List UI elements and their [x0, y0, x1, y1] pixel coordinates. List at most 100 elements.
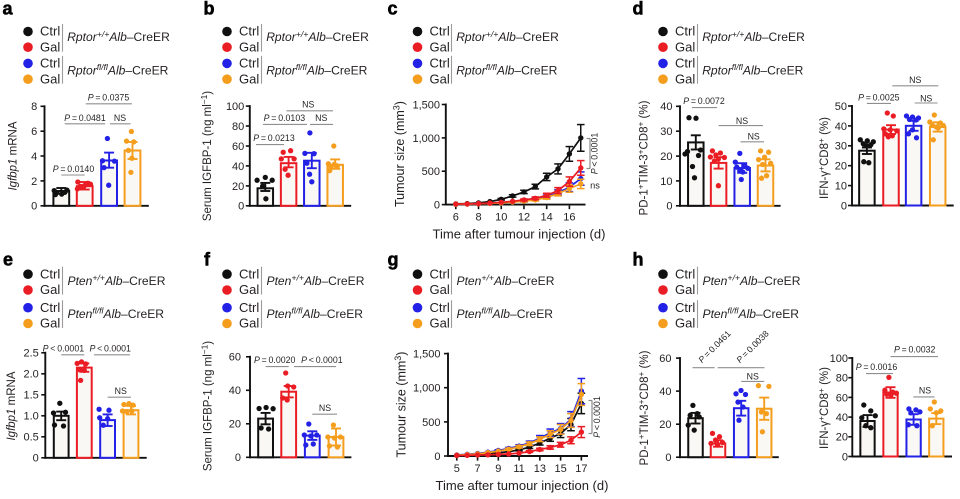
svg-text:Pten+/+Alb–CreER: Pten+/+Alb–CreER: [267, 272, 365, 287]
svg-text:b: b: [204, 0, 215, 19]
svg-text:Time after tumour injection (d: Time after tumour injection (d): [433, 227, 606, 242]
svg-text:Ctrl: Ctrl: [675, 56, 695, 71]
svg-text:Ctrl: Ctrl: [239, 300, 259, 315]
svg-text:Gal: Gal: [430, 71, 450, 86]
svg-text:Gal: Gal: [40, 39, 60, 54]
svg-text:Rptorfl/flAlb–CreER: Rptorfl/flAlb–CreER: [266, 62, 367, 77]
svg-text:Gal: Gal: [40, 282, 60, 297]
svg-text:Pten+/+Alb–CreER: Pten+/+Alb–CreER: [68, 272, 166, 287]
svg-text:50: 50: [835, 101, 847, 113]
svg-text:12: 12: [518, 212, 530, 224]
svg-text:Time after tumour injection (d: Time after tumour injection (d): [436, 478, 609, 493]
svg-text:40: 40: [836, 412, 848, 424]
svg-text:40: 40: [659, 386, 671, 398]
svg-text:Ctrl: Ctrl: [40, 56, 60, 71]
svg-text:40: 40: [229, 385, 241, 397]
svg-text:a: a: [3, 0, 14, 19]
svg-text:Ptenfl/flAlb–CreER: Ptenfl/flAlb–CreER: [267, 305, 364, 320]
svg-text:Ctrl: Ctrl: [239, 56, 259, 71]
svg-text:f: f: [204, 250, 211, 270]
svg-text:Pten+/+Alb–CreER: Pten+/+Alb–CreER: [703, 272, 801, 287]
svg-text:2.5: 2.5: [24, 348, 39, 360]
svg-text:Tumour size (mm3): Tumour size (mm3): [393, 352, 409, 458]
svg-text:Ctrl: Ctrl: [430, 24, 450, 39]
svg-text:6: 6: [31, 126, 37, 138]
svg-text:20: 20: [835, 161, 847, 173]
svg-text:Gal: Gal: [40, 71, 60, 86]
svg-text:Ctrl: Ctrl: [40, 300, 60, 315]
svg-text:P = 0.0032: P = 0.0032: [894, 345, 936, 355]
svg-text:40: 40: [835, 121, 847, 133]
svg-text:P = 0.0072: P = 0.0072: [683, 96, 725, 106]
svg-text:Ctrl: Ctrl: [675, 24, 695, 39]
svg-text:0: 0: [238, 201, 244, 213]
svg-text:500: 500: [422, 166, 440, 178]
svg-text:7: 7: [474, 463, 480, 475]
svg-text:Ctrl: Ctrl: [430, 56, 450, 71]
svg-text:P < 0.0001: P < 0.0001: [301, 355, 343, 365]
svg-text:NS: NS: [919, 386, 931, 396]
svg-text:NS: NS: [302, 100, 314, 110]
svg-text:Ctrl: Ctrl: [675, 266, 695, 281]
svg-text:13: 13: [534, 463, 546, 475]
svg-text:2: 2: [31, 176, 37, 188]
svg-text:60: 60: [229, 352, 241, 364]
svg-text:60: 60: [836, 392, 848, 404]
svg-text:4: 4: [31, 151, 37, 163]
svg-text:0: 0: [235, 452, 241, 464]
svg-text:c: c: [388, 0, 398, 19]
svg-text:Serum IGFBP-1 (ng ml−1): Serum IGFBP-1 (ng ml−1): [199, 341, 214, 471]
svg-text:P = 0.0025: P = 0.0025: [858, 93, 900, 103]
svg-text:Ptenfl/flAlb–CreER: Ptenfl/flAlb–CreER: [703, 305, 800, 320]
svg-text:0: 0: [434, 200, 440, 212]
svg-text:IFN-γ+CD8+ (%): IFN-γ+CD8+ (%): [816, 117, 831, 199]
svg-text:15: 15: [554, 463, 566, 475]
svg-text:Ctrl: Ctrl: [40, 266, 60, 281]
svg-text:P < 0.0001: P < 0.0001: [43, 343, 85, 353]
svg-text:1,000: 1,000: [412, 133, 440, 145]
svg-text:0: 0: [842, 451, 848, 463]
svg-text:Gal: Gal: [239, 282, 259, 297]
svg-text:40: 40: [232, 161, 244, 173]
svg-text:80: 80: [232, 121, 244, 133]
svg-text:g: g: [388, 250, 399, 270]
svg-text:Ctrl: Ctrl: [239, 24, 259, 39]
svg-text:Gal: Gal: [40, 316, 60, 331]
svg-text:14: 14: [541, 212, 553, 224]
svg-text:100: 100: [830, 353, 848, 365]
svg-text:100: 100: [226, 101, 244, 113]
svg-text:1,000: 1,000: [413, 383, 441, 395]
svg-text:Rptor+/+Alb–CreER: Rptor+/+Alb–CreER: [67, 29, 170, 44]
svg-text:500: 500: [422, 417, 440, 429]
svg-text:60: 60: [659, 353, 671, 365]
svg-text:20: 20: [659, 419, 671, 431]
svg-text:0: 0: [841, 200, 847, 212]
svg-text:NS: NS: [115, 386, 127, 396]
svg-text:0: 0: [31, 201, 37, 213]
svg-text:P < 0.0001: P < 0.0001: [590, 133, 600, 175]
svg-text:Gal: Gal: [430, 282, 450, 297]
svg-text:Gal: Gal: [675, 282, 695, 297]
svg-text:Gal: Gal: [239, 39, 259, 54]
svg-text:11: 11: [513, 463, 524, 475]
svg-text:P = 0.0016: P = 0.0016: [856, 362, 898, 372]
svg-text:0: 0: [666, 201, 672, 213]
svg-text:Ctrl: Ctrl: [239, 266, 259, 281]
svg-text:0.5: 0.5: [24, 432, 39, 444]
svg-text:Gal: Gal: [430, 39, 450, 54]
svg-text:PD-1+TIM-3+CD8+ (%): PD-1+TIM-3+CD8+ (%): [636, 350, 651, 465]
svg-text:NS: NS: [920, 93, 932, 103]
svg-text:10: 10: [835, 181, 847, 193]
svg-text:IFN-γ+CD8+ (%): IFN-γ+CD8+ (%): [816, 367, 831, 449]
svg-text:40: 40: [660, 101, 672, 113]
svg-text:Ctrl: Ctrl: [675, 300, 695, 315]
svg-text:20: 20: [232, 181, 244, 193]
svg-text:Pten+/+Alb–CreER: Pten+/+Alb–CreER: [457, 272, 555, 287]
svg-text:NS: NS: [319, 403, 331, 413]
svg-text:Gal: Gal: [430, 316, 450, 331]
svg-text:Ctrl: Ctrl: [430, 266, 450, 281]
svg-text:1.0: 1.0: [24, 411, 39, 423]
svg-text:Rptor+/+Alb–CreER: Rptor+/+Alb–CreER: [702, 29, 805, 44]
svg-text:8: 8: [31, 101, 37, 113]
svg-text:P = 0.0213: P = 0.0213: [253, 133, 295, 143]
